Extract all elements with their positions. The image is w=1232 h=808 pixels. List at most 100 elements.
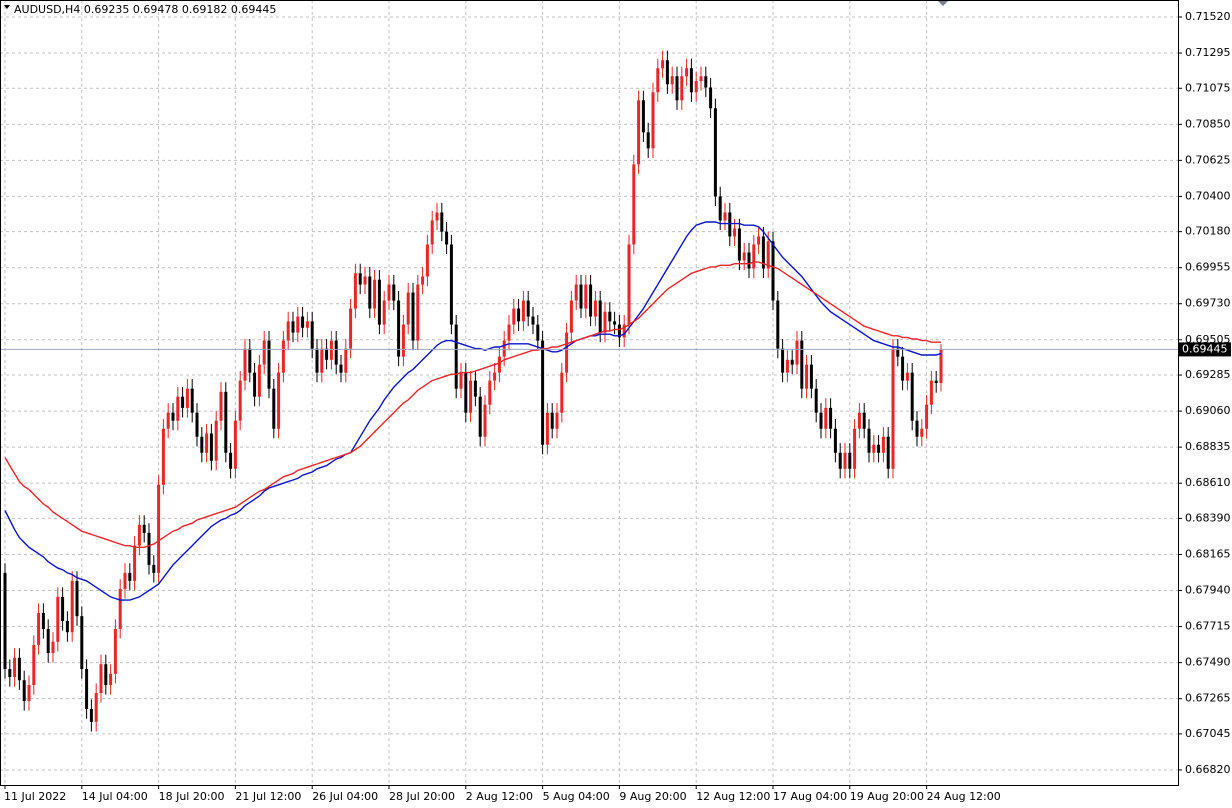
- candle-body: [387, 284, 391, 301]
- candle-body: [853, 428, 857, 469]
- y-tick-label: 0.68165: [1185, 547, 1231, 560]
- candle-body: [493, 372, 497, 381]
- candle-body: [805, 364, 809, 389]
- candle-body: [867, 428, 871, 453]
- candle-body: [824, 407, 828, 429]
- candle-body: [315, 348, 319, 373]
- x-tick-label: 21 Jul 12:00: [235, 790, 301, 803]
- candle-body: [152, 564, 156, 573]
- candle-body: [617, 324, 621, 338]
- candle-body: [776, 300, 780, 349]
- candle-body: [569, 300, 573, 333]
- candle-body: [382, 300, 386, 325]
- moving-average-line: [4, 261, 941, 548]
- price-label-box: [1179, 342, 1231, 357]
- candle-body: [430, 220, 434, 245]
- candle-body: [267, 340, 271, 389]
- candle-body: [555, 412, 559, 429]
- candle-body: [397, 300, 401, 357]
- candle-body: [329, 340, 333, 360]
- y-tick-label: 0.68390: [1185, 511, 1231, 524]
- header-open: 0.69235: [84, 3, 130, 16]
- candle-body: [214, 420, 218, 461]
- candle-body: [17, 657, 21, 681]
- candle-body: [838, 452, 842, 469]
- y-tick-label: 0.70180: [1185, 225, 1231, 238]
- x-tick-label: 28 Jul 20:00: [389, 790, 455, 803]
- candle-body: [502, 340, 506, 357]
- candle-body: [195, 412, 199, 437]
- candle-body: [277, 372, 281, 429]
- candle-body: [75, 580, 79, 617]
- candle-body: [224, 391, 228, 453]
- candle-body: [406, 292, 410, 325]
- candle-body: [781, 348, 785, 373]
- candle-body: [209, 433, 213, 461]
- candle-body: [694, 81, 698, 93]
- candle-body: [51, 641, 55, 653]
- x-tick-label: 12 Aug 12:00: [696, 790, 770, 803]
- candle-body: [118, 588, 122, 629]
- y-tick-label: 0.70625: [1185, 153, 1231, 166]
- x-tick-label: 9 Aug 20:00: [619, 790, 686, 803]
- candle-body: [637, 100, 641, 165]
- candle-body: [421, 276, 425, 285]
- candle-body: [104, 664, 108, 686]
- candle-body: [613, 321, 617, 325]
- candle-body: [344, 348, 348, 373]
- candle-body: [80, 616, 84, 670]
- menu-arrow[interactable]: [4, 5, 10, 9]
- candle-body: [747, 252, 751, 269]
- candle-body: [598, 300, 602, 333]
- candle-body: [176, 396, 180, 421]
- y-tick-label: 0.67940: [1185, 584, 1231, 597]
- candle-body: [545, 412, 549, 445]
- y-tick-label: 0.66820: [1185, 763, 1231, 776]
- candle-body: [723, 212, 727, 221]
- y-tick-label: 0.69285: [1185, 368, 1231, 381]
- candle-body: [253, 372, 257, 397]
- candle-body: [99, 664, 103, 694]
- candle-body: [142, 524, 146, 533]
- y-tick-label: 0.67265: [1185, 692, 1231, 705]
- candle-body: [737, 228, 741, 261]
- candle-body: [920, 428, 924, 437]
- candle-body: [593, 300, 597, 317]
- candle-body: [819, 412, 823, 429]
- candle-body: [507, 324, 511, 341]
- candle-body: [65, 620, 69, 633]
- candle-body: [699, 76, 703, 82]
- candle-body: [296, 316, 300, 333]
- candle-body: [521, 300, 525, 322]
- candle-body: [109, 673, 113, 686]
- candle-body: [896, 348, 900, 357]
- candle-body: [565, 332, 569, 373]
- candle-body: [392, 284, 396, 301]
- grid: [0, 0, 1178, 785]
- candle-body: [70, 580, 74, 633]
- candle-body: [56, 596, 60, 642]
- candle-body: [757, 236, 761, 245]
- candle-body: [190, 388, 194, 413]
- candle-body: [718, 196, 722, 221]
- candle-body: [411, 292, 415, 341]
- candle-body: [161, 428, 165, 485]
- header-high: 0.69478: [133, 3, 179, 16]
- candle-body: [435, 212, 439, 221]
- x-tick-label: 5 Aug 04:00: [543, 790, 610, 803]
- candle-body: [233, 420, 237, 469]
- candle-body: [3, 572, 7, 670]
- candle-body: [766, 241, 770, 269]
- candle-body: [113, 628, 117, 674]
- candle-body: [445, 231, 449, 245]
- candle-body: [627, 244, 631, 325]
- candle-body: [248, 348, 252, 373]
- candle-body: [13, 657, 17, 678]
- candle-body: [473, 380, 477, 397]
- y-tick-label: 0.70850: [1185, 117, 1231, 130]
- shift-marker[interactable]: [938, 1, 948, 6]
- candle-body: [608, 311, 612, 322]
